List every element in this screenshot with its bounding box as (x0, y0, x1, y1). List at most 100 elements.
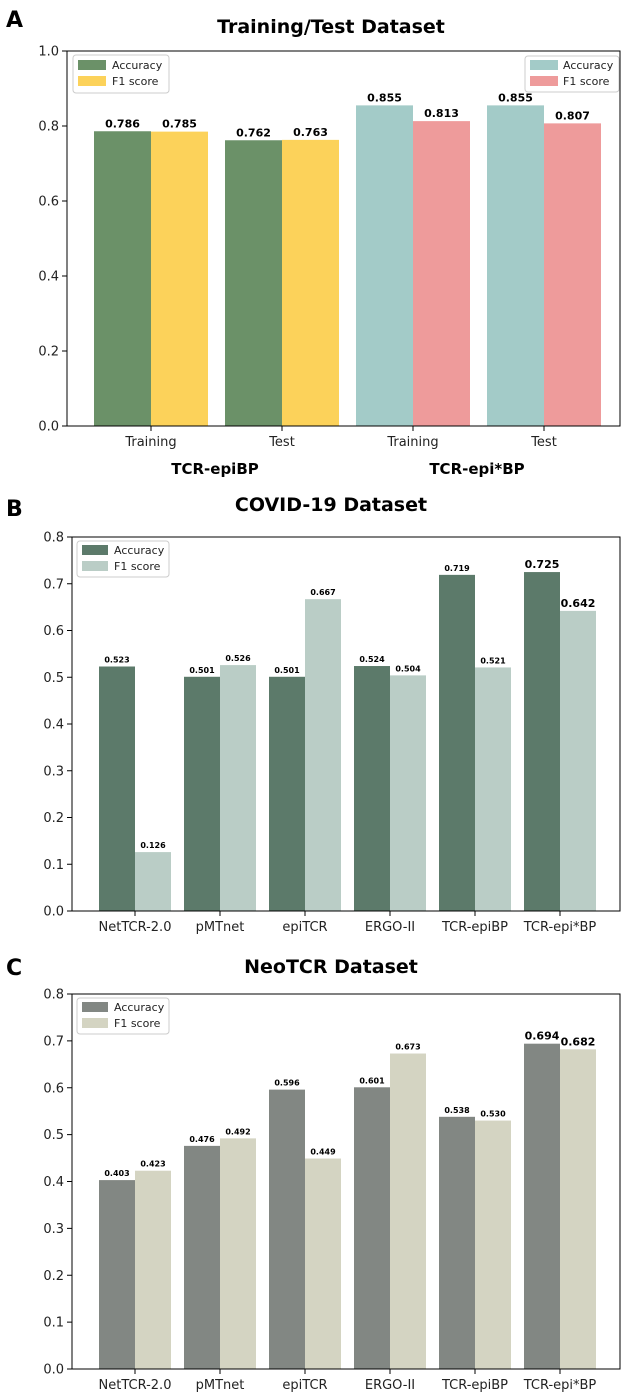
legend-a-right: Accuracy F1 score (524, 55, 620, 93)
x-tick-label-tcr-epibp: TCR-epiBP (441, 920, 508, 935)
legend-label-accuracy: Accuracy (112, 59, 163, 72)
bar-accuracy-pmtnet (184, 676, 220, 911)
y-tick-label: 0.0 (43, 1363, 64, 1378)
panel-a: A Training/Test Dataset 0.00.20.40.60.81… (6, 8, 621, 478)
y-tick-label: 0.4 (43, 718, 64, 733)
bar-value-label: 0.786 (105, 117, 140, 130)
bar-value-label: 0.682 (561, 1035, 596, 1048)
y-tick-label: 0.2 (43, 1269, 64, 1284)
y-tick-label: 0.8 (43, 531, 64, 546)
legend-swatch-accuracy (78, 60, 106, 70)
y-tick-label: 0.2 (43, 811, 64, 826)
x-tick-label-pmtnet: pMTnet (196, 1378, 245, 1393)
y-tick-label: 0.6 (43, 1081, 64, 1096)
legend-label-f1: F1 score (112, 75, 159, 88)
bar-accuracy-tcr-epi-star-bp (524, 1043, 560, 1369)
legend-c: Accuracy F1 score (76, 997, 170, 1035)
legend-label-accuracy: Accuracy (114, 544, 165, 557)
y-tick-label: 0.3 (43, 764, 64, 779)
chart-title-b: COVID-19 Dataset (235, 494, 427, 516)
bar-f1-score-test (544, 123, 601, 426)
panel-c: C NeoTCR Dataset 0.00.10.20.30.40.50.60.… (6, 956, 621, 1393)
bar-value-label: 0.855 (498, 91, 533, 104)
x-tick-label-nettcr-2-0: NetTCR-2.0 (99, 1378, 172, 1393)
bar-value-label: 0.667 (310, 588, 335, 597)
bar-value-label: 0.596 (274, 1079, 300, 1088)
bar-f1-score-pmtnet (220, 1138, 256, 1369)
bar-accuracy-tcr-epi-star-bp (524, 572, 560, 911)
x-tick-label-training: Training (386, 435, 438, 450)
panel-b: B COVID-19 Dataset 0.0 0.1 0.2 0.3 0.4 0.5 0.6… (6, 494, 621, 935)
bar-f1-score-tcr-epibp (475, 667, 511, 911)
bar-accuracy-nettcr-2-0 (99, 1180, 135, 1369)
bars-a (94, 105, 601, 426)
bar-value-label: 0.126 (140, 841, 166, 850)
y-tick-label: 0.6 (38, 195, 59, 210)
bar-f1-score-epitcr (305, 599, 341, 911)
y-tick-label: 0.5 (43, 671, 64, 686)
bar-accuracy-nettcr-2-0 (99, 666, 135, 911)
y-tick-label: 0.8 (43, 988, 64, 1003)
bar-value-label: 0.530 (480, 1110, 506, 1119)
bar-value-label: 0.501 (189, 666, 215, 675)
y-tick-label: 0.1 (43, 858, 64, 873)
bar-f1-score-pmtnet (220, 665, 256, 911)
group-label-tcr-epi-star-bp: TCR-epi*BP (429, 460, 524, 478)
plot-frame-c (71, 993, 621, 1370)
bar-value-label: 0.725 (525, 558, 560, 571)
legend-b: Accuracy F1 score (76, 540, 170, 578)
x-axis-a: Training Test Training Test (124, 426, 557, 450)
chart-title-a: Training/Test Dataset (217, 16, 445, 38)
x-tick-label-pmtnet: pMTnet (196, 920, 245, 935)
y-tick-label: 0.5 (43, 1128, 64, 1143)
bar-f1-score-tcr-epi-star-bp (560, 610, 596, 911)
y-axis-b: 0.0 0.1 0.2 0.3 0.4 0.5 0.6 0.7 0.8 (43, 531, 72, 920)
legend-swatch-accuracy (530, 60, 558, 70)
bars-b (99, 572, 596, 911)
y-tick-label: 0.8 (38, 120, 59, 135)
bar-value-label: 0.492 (225, 1127, 250, 1136)
bar-value-label: 0.526 (225, 654, 251, 663)
x-tick-label-ergo-ii: ERGO-II (365, 1378, 415, 1393)
x-tick-label-epitcr: epiTCR (282, 1378, 327, 1393)
x-tick-label-tcr-epi-star-bp: TCR-epi*BP (523, 1378, 597, 1393)
bar-labels-c: 0.403 0.476 0.596 0.601 0.538 0.694 0.423 0.492… (104, 1030, 595, 1178)
bar-f1-score-tcr-epibp (475, 1120, 511, 1369)
y-tick-label: 0.3 (43, 1222, 64, 1237)
y-tick-label: 0.7 (43, 577, 64, 592)
x-tick-label-nettcr-2-0: NetTCR-2.0 (99, 920, 172, 935)
legend-label-f1: F1 score (114, 1017, 161, 1030)
bar-value-label: 0.785 (162, 118, 197, 131)
bar-accuracy-training (356, 105, 413, 426)
bar-accuracy-training (94, 131, 151, 426)
panel-letter-c: C (6, 956, 22, 981)
panel-letter-b: B (6, 497, 23, 522)
x-axis-c: NetTCR-2.0 pMTnet epiTCR ERGO-II TCR-epiBP TC… (99, 1369, 597, 1393)
legend-label-accuracy: Accuracy (114, 1001, 165, 1014)
bar-accuracy-epitcr (269, 1089, 305, 1369)
y-tick-label: 1.0 (38, 45, 59, 60)
panel-letter-a: A (6, 8, 23, 33)
bar-accuracy-ergo-ii (354, 666, 390, 911)
bar-accuracy-pmtnet (184, 1145, 220, 1369)
legend-label-accuracy: Accuracy (563, 59, 614, 72)
bar-value-label: 0.538 (444, 1106, 470, 1115)
legend-swatch-f1 (78, 76, 106, 86)
x-tick-label-training: Training (124, 435, 176, 450)
bar-value-label: 0.673 (395, 1043, 420, 1052)
bar-accuracy-test (487, 105, 544, 426)
bar-value-label: 0.807 (555, 109, 590, 122)
bar-f1-score-training (413, 121, 470, 426)
bar-value-label: 0.449 (310, 1148, 336, 1157)
bar-value-label: 0.523 (104, 655, 129, 664)
y-axis-a: 0.0 0.2 0.4 0.6 0.8 1.0 (38, 45, 67, 435)
x-tick-label-tcr-epi-star-bp: TCR-epi*BP (523, 920, 597, 935)
chart-title-c: NeoTCR Dataset (244, 956, 418, 978)
y-tick-label: 0.0 (38, 420, 59, 435)
bar-accuracy-tcr-epibp (439, 1116, 475, 1369)
plot-frame-b (71, 536, 621, 912)
x-tick-label-ergo-ii: ERGO-II (365, 920, 415, 935)
bar-f1-score-nettcr-2-0 (135, 1170, 171, 1369)
legend-swatch-f1 (530, 76, 558, 86)
